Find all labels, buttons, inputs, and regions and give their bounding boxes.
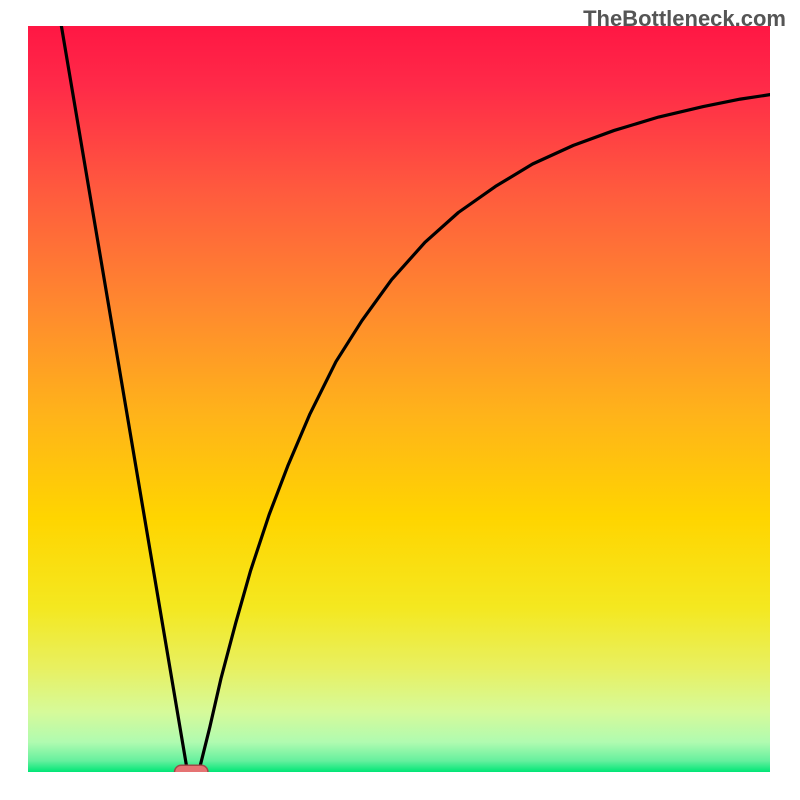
plot-outer-black-frame [28, 26, 770, 772]
optimal-point-marker [28, 26, 770, 772]
bottleneck-chart: TheBottleneck.com [0, 0, 800, 800]
watermark-text: TheBottleneck.com [583, 6, 786, 32]
